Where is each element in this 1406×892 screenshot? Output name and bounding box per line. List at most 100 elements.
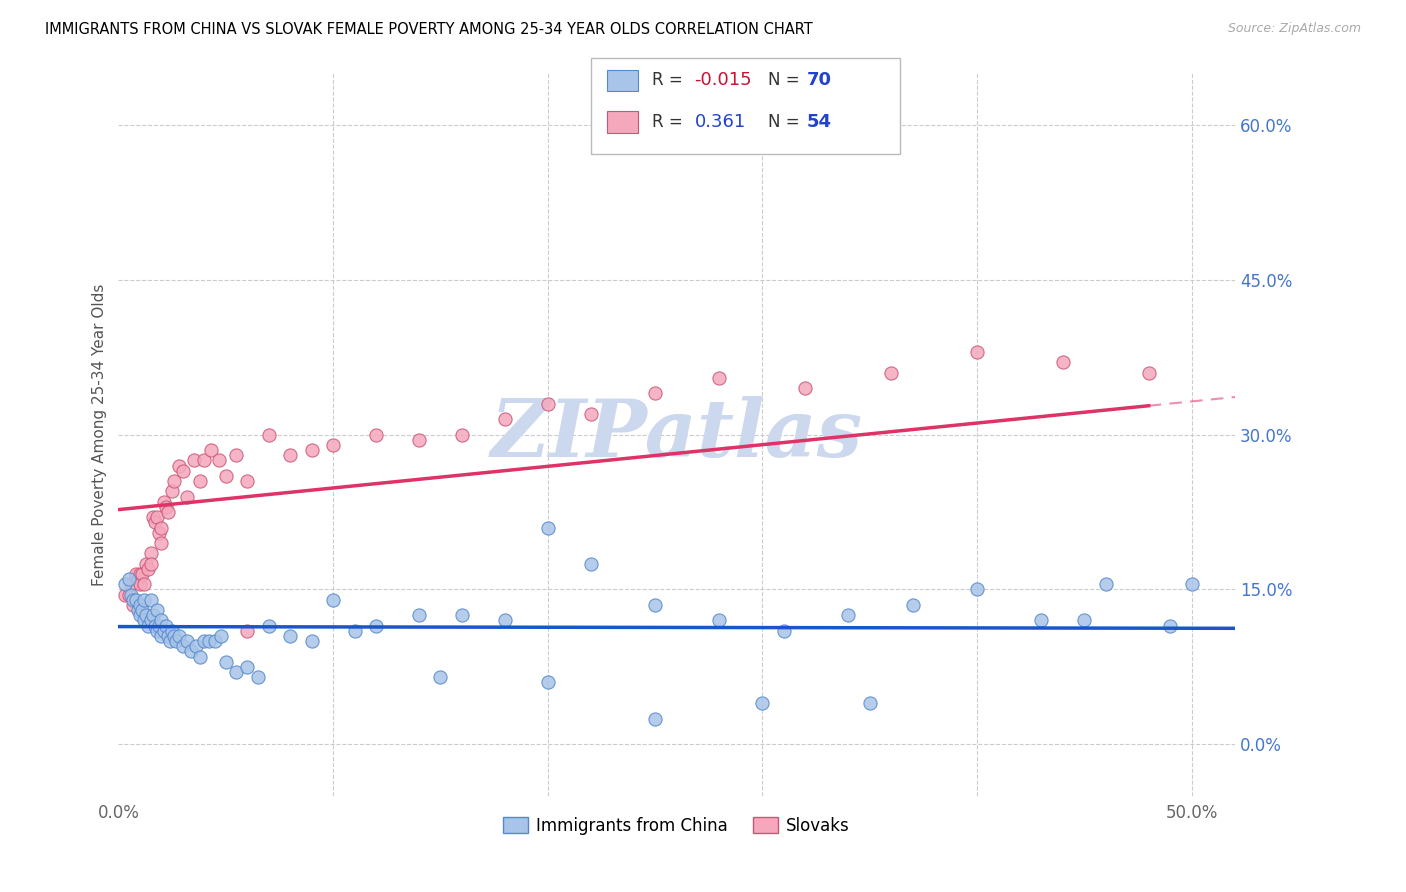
Point <box>184 640 207 654</box>
Point <box>709 614 731 628</box>
Point <box>537 520 560 534</box>
Point <box>429 670 451 684</box>
Point <box>167 458 190 473</box>
Point <box>537 396 560 410</box>
Point <box>211 629 233 643</box>
Point <box>880 366 903 380</box>
Point <box>225 448 247 462</box>
Point <box>709 370 731 384</box>
Point <box>901 598 924 612</box>
Point <box>163 629 186 643</box>
Point <box>966 344 988 359</box>
Text: -0.015: -0.015 <box>695 71 752 89</box>
Point <box>215 468 238 483</box>
Point <box>143 516 166 530</box>
Point <box>131 566 153 581</box>
Point <box>644 712 666 726</box>
Point <box>236 660 259 674</box>
Point <box>165 634 187 648</box>
Point <box>180 644 202 658</box>
Point <box>122 598 145 612</box>
Point <box>188 474 211 488</box>
Point <box>138 618 160 632</box>
Point <box>200 443 222 458</box>
Point <box>146 624 169 638</box>
Point <box>156 505 179 519</box>
Point <box>146 510 169 524</box>
Point <box>135 608 157 623</box>
Point <box>751 696 773 710</box>
Point <box>966 582 988 597</box>
Point <box>142 608 165 623</box>
Point <box>148 525 170 540</box>
Point <box>364 427 387 442</box>
Text: R =: R = <box>652 113 689 131</box>
Point <box>127 572 149 586</box>
Point <box>1031 614 1053 628</box>
Point <box>114 588 136 602</box>
Point <box>278 629 301 643</box>
Text: 54: 54 <box>807 113 832 131</box>
Point <box>204 634 226 648</box>
Point <box>301 634 323 648</box>
Point <box>257 618 280 632</box>
Point <box>129 566 152 581</box>
Point <box>131 603 153 617</box>
Point <box>139 557 162 571</box>
Point <box>155 500 177 514</box>
Point <box>644 598 666 612</box>
Text: N =: N = <box>768 71 804 89</box>
Point <box>160 624 183 638</box>
Point <box>794 381 817 395</box>
Point <box>118 588 141 602</box>
Point <box>155 618 177 632</box>
Point <box>236 474 259 488</box>
Point <box>134 577 156 591</box>
Point <box>127 603 149 617</box>
Point <box>322 592 344 607</box>
Point <box>138 562 160 576</box>
Point <box>139 614 162 628</box>
Point <box>150 520 173 534</box>
Point <box>129 577 152 591</box>
Legend: Immigrants from China, Slovaks: Immigrants from China, Slovaks <box>503 817 851 835</box>
Point <box>772 624 794 638</box>
Point <box>408 433 430 447</box>
Point <box>236 624 259 638</box>
Point <box>322 438 344 452</box>
Point <box>1159 618 1181 632</box>
Point <box>494 614 516 628</box>
Point <box>193 453 215 467</box>
Point <box>150 536 173 550</box>
Point <box>160 484 183 499</box>
Point <box>1181 577 1204 591</box>
Text: Source: ZipAtlas.com: Source: ZipAtlas.com <box>1227 22 1361 36</box>
Point <box>148 618 170 632</box>
Point <box>124 566 146 581</box>
Point <box>215 655 238 669</box>
Point <box>278 448 301 462</box>
Point <box>176 490 198 504</box>
Point <box>135 557 157 571</box>
Point <box>134 614 156 628</box>
Point <box>579 407 602 421</box>
Point <box>142 510 165 524</box>
Point <box>118 572 141 586</box>
Point <box>146 603 169 617</box>
Point <box>1137 366 1160 380</box>
Point <box>1052 355 1074 369</box>
Point <box>408 608 430 623</box>
Point <box>859 696 882 710</box>
Point <box>152 494 174 508</box>
Point <box>122 592 145 607</box>
Point <box>176 634 198 648</box>
Point <box>120 588 142 602</box>
Y-axis label: Female Poverty Among 25-34 Year Olds: Female Poverty Among 25-34 Year Olds <box>93 284 107 586</box>
Point <box>246 670 269 684</box>
Point <box>301 443 323 458</box>
Point <box>450 608 472 623</box>
Point <box>364 618 387 632</box>
Text: ZIPatlas: ZIPatlas <box>491 396 862 474</box>
Point <box>124 592 146 607</box>
Text: 70: 70 <box>807 71 832 89</box>
